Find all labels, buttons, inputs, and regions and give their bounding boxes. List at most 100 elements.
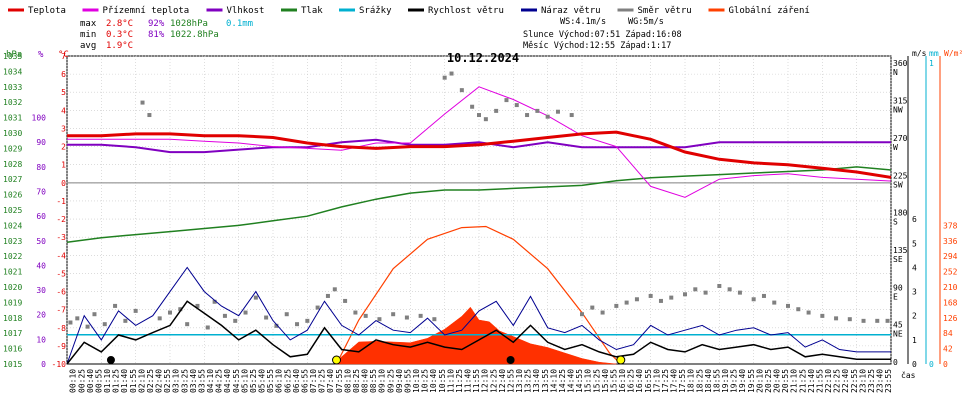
tick-time: 22:55	[850, 369, 859, 393]
tick-percent: 100	[32, 114, 47, 123]
tick-time: 04:55	[232, 369, 241, 393]
wind-dir-point	[274, 323, 279, 328]
tick-time: 11:55	[472, 369, 481, 393]
wind-dir-point	[786, 303, 790, 308]
tick-time: 08:40	[361, 369, 370, 393]
tick-time: 04:25	[215, 369, 224, 393]
wind-dir-point	[264, 315, 269, 320]
tick-time: 02:55	[163, 369, 172, 393]
tick-time: 08:55	[369, 369, 378, 393]
stat-temp: 0.3°C	[106, 30, 133, 40]
tick-time: 23:25	[867, 369, 876, 393]
tick-time: 13:10	[515, 369, 524, 393]
wind-dir-point	[614, 303, 619, 308]
series-wind-gust	[66, 266, 891, 365]
tick-time: 14:10	[549, 369, 558, 393]
tick-time: 14:40	[567, 369, 576, 393]
tick-wm2: 252	[943, 268, 958, 277]
wind-dir-point	[305, 318, 310, 323]
tick-wm2: 378	[943, 221, 958, 230]
tick-direction-label: N	[893, 68, 898, 77]
wind-dir-point	[875, 318, 880, 323]
tick-mm: 1	[929, 59, 934, 68]
stat-press: 1022.8hPa	[170, 30, 219, 40]
axis-label-ms: m/s	[912, 49, 927, 58]
series-temperature	[67, 130, 892, 179]
tick-time: 02:40	[155, 369, 164, 393]
tick-hpa: 1026	[3, 191, 22, 200]
tick-hpa: 1035	[3, 52, 22, 61]
tick-direction-label: NE	[893, 330, 903, 339]
axis-label-percent: %	[38, 50, 44, 60]
wind-dir-point	[325, 293, 330, 298]
tick-direction: 0	[893, 358, 898, 367]
wind-dir-point	[418, 313, 423, 318]
legend-label: Srážky	[359, 6, 392, 16]
tick-celsius: 0	[61, 179, 66, 188]
wind-dir-point	[212, 299, 217, 304]
wind-dir-point	[315, 305, 320, 310]
tick-percent: 80	[36, 163, 46, 172]
tick-time: 13:40	[532, 369, 541, 393]
tick-mm: 0	[929, 360, 934, 369]
wind-dir-point	[494, 108, 499, 113]
stat-rain: 0.1mm	[226, 19, 253, 29]
series-wind-speed	[66, 300, 891, 365]
stat-label: avg	[80, 41, 96, 51]
tick-time: 22:10	[824, 369, 833, 393]
tick-time: 15:55	[609, 369, 618, 393]
wind-dir-point	[157, 316, 162, 321]
wind-dir-point	[648, 293, 653, 298]
tick-ms: 0	[912, 360, 917, 369]
tick-time: 00:10	[69, 369, 78, 393]
tick-hpa: 1017	[3, 329, 22, 338]
tick-time: 18:55	[712, 369, 721, 393]
tick-hpa: 1016	[3, 345, 22, 354]
wind-dir-point	[772, 300, 777, 305]
wind-dir-point	[391, 312, 396, 317]
wind-dir-point	[683, 292, 687, 297]
tick-wm2: 294	[943, 252, 958, 261]
tick-direction: 45	[893, 321, 903, 330]
tick-time: 12:55	[506, 369, 515, 393]
tick-time: 05:40	[258, 369, 267, 393]
tick-time: 21:55	[815, 369, 824, 393]
axis-label-wm2: W/m²	[944, 49, 963, 58]
tick-time: 16:25	[627, 369, 636, 393]
tick-celsius: 3	[61, 124, 66, 133]
tick-hpa: 1024	[3, 221, 22, 230]
wind-dir-point	[751, 297, 756, 302]
tick-time: 12:40	[498, 369, 507, 393]
moonset-marker	[106, 356, 115, 364]
tick-celsius: -8	[56, 324, 66, 333]
tick-time: 10:10	[412, 369, 421, 393]
wind-dir-point	[861, 318, 866, 323]
tick-direction-label: S	[893, 218, 898, 227]
wind-dir-point	[133, 308, 138, 313]
tick-celsius: -3	[56, 233, 66, 242]
wind-dir-point	[222, 313, 227, 318]
tick-time: 12:10	[481, 369, 490, 393]
wind-dir-point	[168, 310, 172, 315]
tick-percent: 90	[36, 138, 46, 147]
wind-dir-point	[525, 113, 530, 118]
tick-ms: 1	[912, 336, 917, 345]
wind-dir-point	[233, 318, 238, 323]
tick-time: 20:25	[764, 369, 773, 393]
tick-time: 01:25	[112, 369, 121, 393]
tick-hpa: 1022	[3, 252, 22, 261]
tick-direction-label: E	[893, 292, 898, 301]
tick-celsius: 4	[61, 106, 66, 115]
tick-time: 03:25	[180, 369, 189, 393]
wind-dir-point	[295, 322, 300, 327]
tick-direction: 270	[893, 134, 908, 143]
tick-time: 17:40	[670, 369, 679, 393]
tick-wm2: 336	[943, 237, 958, 246]
tick-wm2: 84	[943, 329, 953, 338]
wind-dir-point	[404, 315, 409, 320]
wind-dir-point	[580, 312, 584, 317]
tick-time: 18:10	[687, 369, 696, 393]
tick-wm2: 0	[943, 360, 948, 369]
